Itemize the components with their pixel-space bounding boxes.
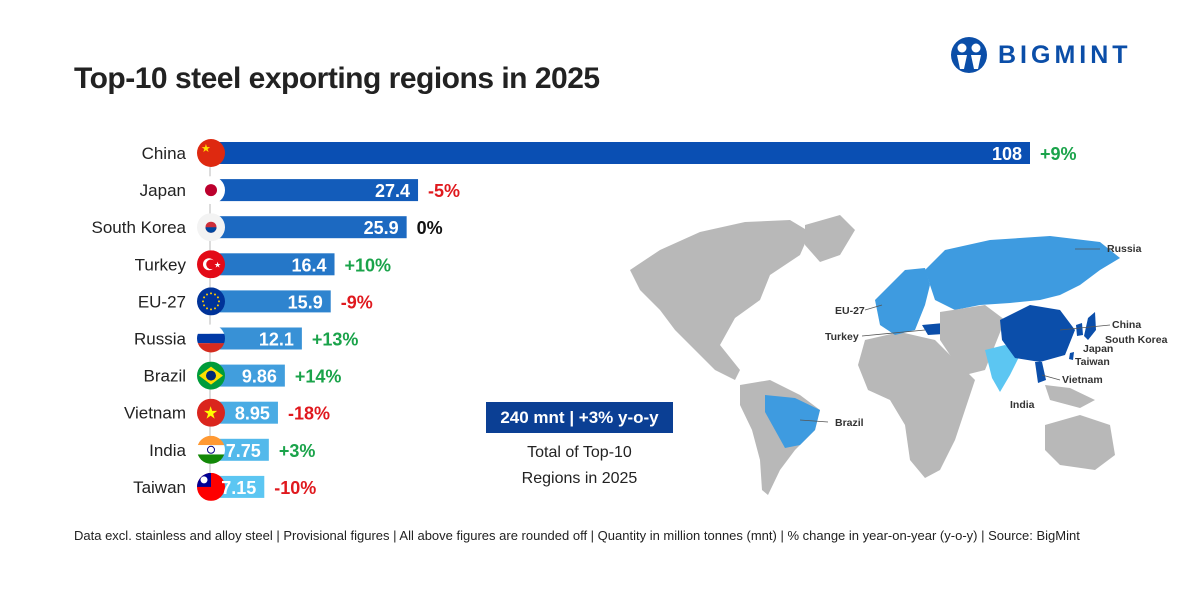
logo-text: BIGMINT (998, 40, 1132, 69)
map-label-taiwan: Taiwan (1075, 356, 1110, 368)
map-brazil (765, 395, 820, 448)
value-label: 108 (992, 144, 1022, 164)
bar (210, 364, 285, 387)
bar-row-eu-27: EU-27 15.9 -9% (138, 287, 373, 316)
bar-row-japan: Japan 27.4 -5% (140, 176, 460, 205)
south-korea-flag-icon (197, 213, 225, 242)
summary-line-2: Regions in 2025 (521, 470, 638, 487)
eu-flag-icon (197, 287, 225, 316)
bar (210, 327, 302, 350)
bar-row-brazil: Brazil 9.86 +14% (143, 361, 342, 390)
summary-headline: 240 mnt | +3% y-o-y (486, 402, 673, 433)
bar-row-china: China ★ 108 +9% (142, 139, 1077, 167)
value-label: 25.9 (364, 218, 399, 238)
bar-row-vietnam: Vietnam ★ 8.95 -18% (124, 398, 330, 427)
category-label: India (149, 441, 186, 460)
yoy-change-label: -10% (274, 478, 316, 498)
vietnam-flag-icon: ★ (197, 398, 225, 427)
category-label: China (142, 144, 187, 163)
footnote: Data excl. stainless and alloy steel | P… (74, 528, 1080, 543)
value-label: 7.15 (221, 478, 256, 498)
russia-flag-icon (197, 324, 225, 353)
map-north-america (630, 220, 810, 380)
world-map: Russia EU-27 China Turkey South Korea Ja… (630, 215, 1168, 495)
bar (210, 142, 1030, 164)
bar (210, 253, 335, 276)
value-label: 7.75 (226, 441, 261, 461)
china-flag-icon: ★ (197, 139, 225, 167)
value-label: 8.95 (235, 404, 270, 424)
value-label: 12.1 (259, 330, 294, 350)
category-label: Russia (134, 330, 187, 349)
bar-row-russia: Russia 12.1 +13% (134, 324, 359, 353)
yoy-change-label: -18% (288, 404, 330, 424)
category-label: Japan (140, 181, 186, 200)
map-africa (858, 332, 975, 478)
category-label: Turkey (135, 255, 187, 274)
map-russia (925, 236, 1120, 310)
map-label-india: India (1010, 399, 1035, 411)
category-label: Vietnam (124, 404, 186, 423)
category-label: Taiwan (133, 478, 186, 497)
yoy-change-label: +14% (295, 367, 342, 387)
yoy-change-label: +10% (345, 255, 392, 275)
bar (210, 179, 419, 202)
bar (210, 438, 269, 461)
map-india (985, 345, 1020, 392)
bar-row-south-korea: South Korea 25.9 0% (91, 213, 443, 242)
japan-flag-icon (197, 176, 225, 205)
map-leader-lines (799, 248, 1111, 423)
value-label: 15.9 (288, 292, 323, 312)
yoy-change-label: +3% (279, 441, 316, 461)
map-japan (1084, 312, 1096, 340)
map-label-japan: Japan (1083, 343, 1113, 355)
bar-row-turkey: Turkey ★ 16.4 +10% (135, 250, 392, 279)
bar (210, 216, 407, 239)
yoy-change-label: -5% (428, 181, 460, 201)
map-greenland (805, 215, 855, 262)
svg-text:★: ★ (201, 143, 211, 155)
category-label: South Korea (91, 218, 186, 237)
bigmint-logo-icon (951, 37, 987, 73)
map-se-asia (1045, 385, 1095, 408)
summary-line-1: Total of Top-10 (527, 444, 632, 461)
yoy-change-label: +9% (1040, 144, 1077, 164)
svg-text:★: ★ (203, 404, 218, 423)
bar (210, 401, 278, 424)
summary-caption: Total of Top-10 Regions in 2025 (486, 440, 673, 492)
category-label: Brazil (143, 367, 186, 386)
yoy-change-label: +13% (312, 330, 359, 350)
map-eu27 (875, 268, 930, 335)
value-label: 9.86 (242, 367, 277, 387)
map-china (1000, 305, 1075, 362)
bigmint-logo: BIGMINT (950, 36, 1132, 74)
value-label: 16.4 (291, 255, 326, 275)
map-label-vietnam: Vietnam (1062, 374, 1103, 386)
map-label-china: China (1112, 319, 1141, 331)
map-taiwan (1069, 352, 1074, 360)
turkey-flag-icon: ★ (197, 250, 225, 279)
map-korea (1076, 323, 1083, 336)
category-label: EU-27 (138, 292, 186, 311)
map-label-eu27: EU-27 (835, 305, 865, 317)
bar-row-india: India 7.75 +3% (149, 435, 316, 464)
bar (210, 290, 331, 313)
india-flag-icon (197, 435, 225, 464)
bar-row-taiwan: Taiwan 7.15 -10% (133, 472, 316, 501)
yoy-change-label: 0% (417, 218, 443, 238)
map-label-south-korea: South Korea (1105, 334, 1168, 346)
map-label-brazil: Brazil (835, 417, 864, 429)
yoy-change-label: -9% (341, 292, 373, 312)
value-label: 27.4 (375, 181, 410, 201)
map-label-turkey: Turkey (825, 331, 859, 343)
brazil-flag-icon (197, 361, 225, 390)
page-title: Top-10 steel exporting regions in 2025 (74, 62, 600, 95)
map-label-russia: Russia (1107, 243, 1142, 255)
map-australia (1045, 415, 1115, 470)
map-vietnam (1035, 362, 1046, 383)
svg-text:★: ★ (214, 260, 221, 269)
